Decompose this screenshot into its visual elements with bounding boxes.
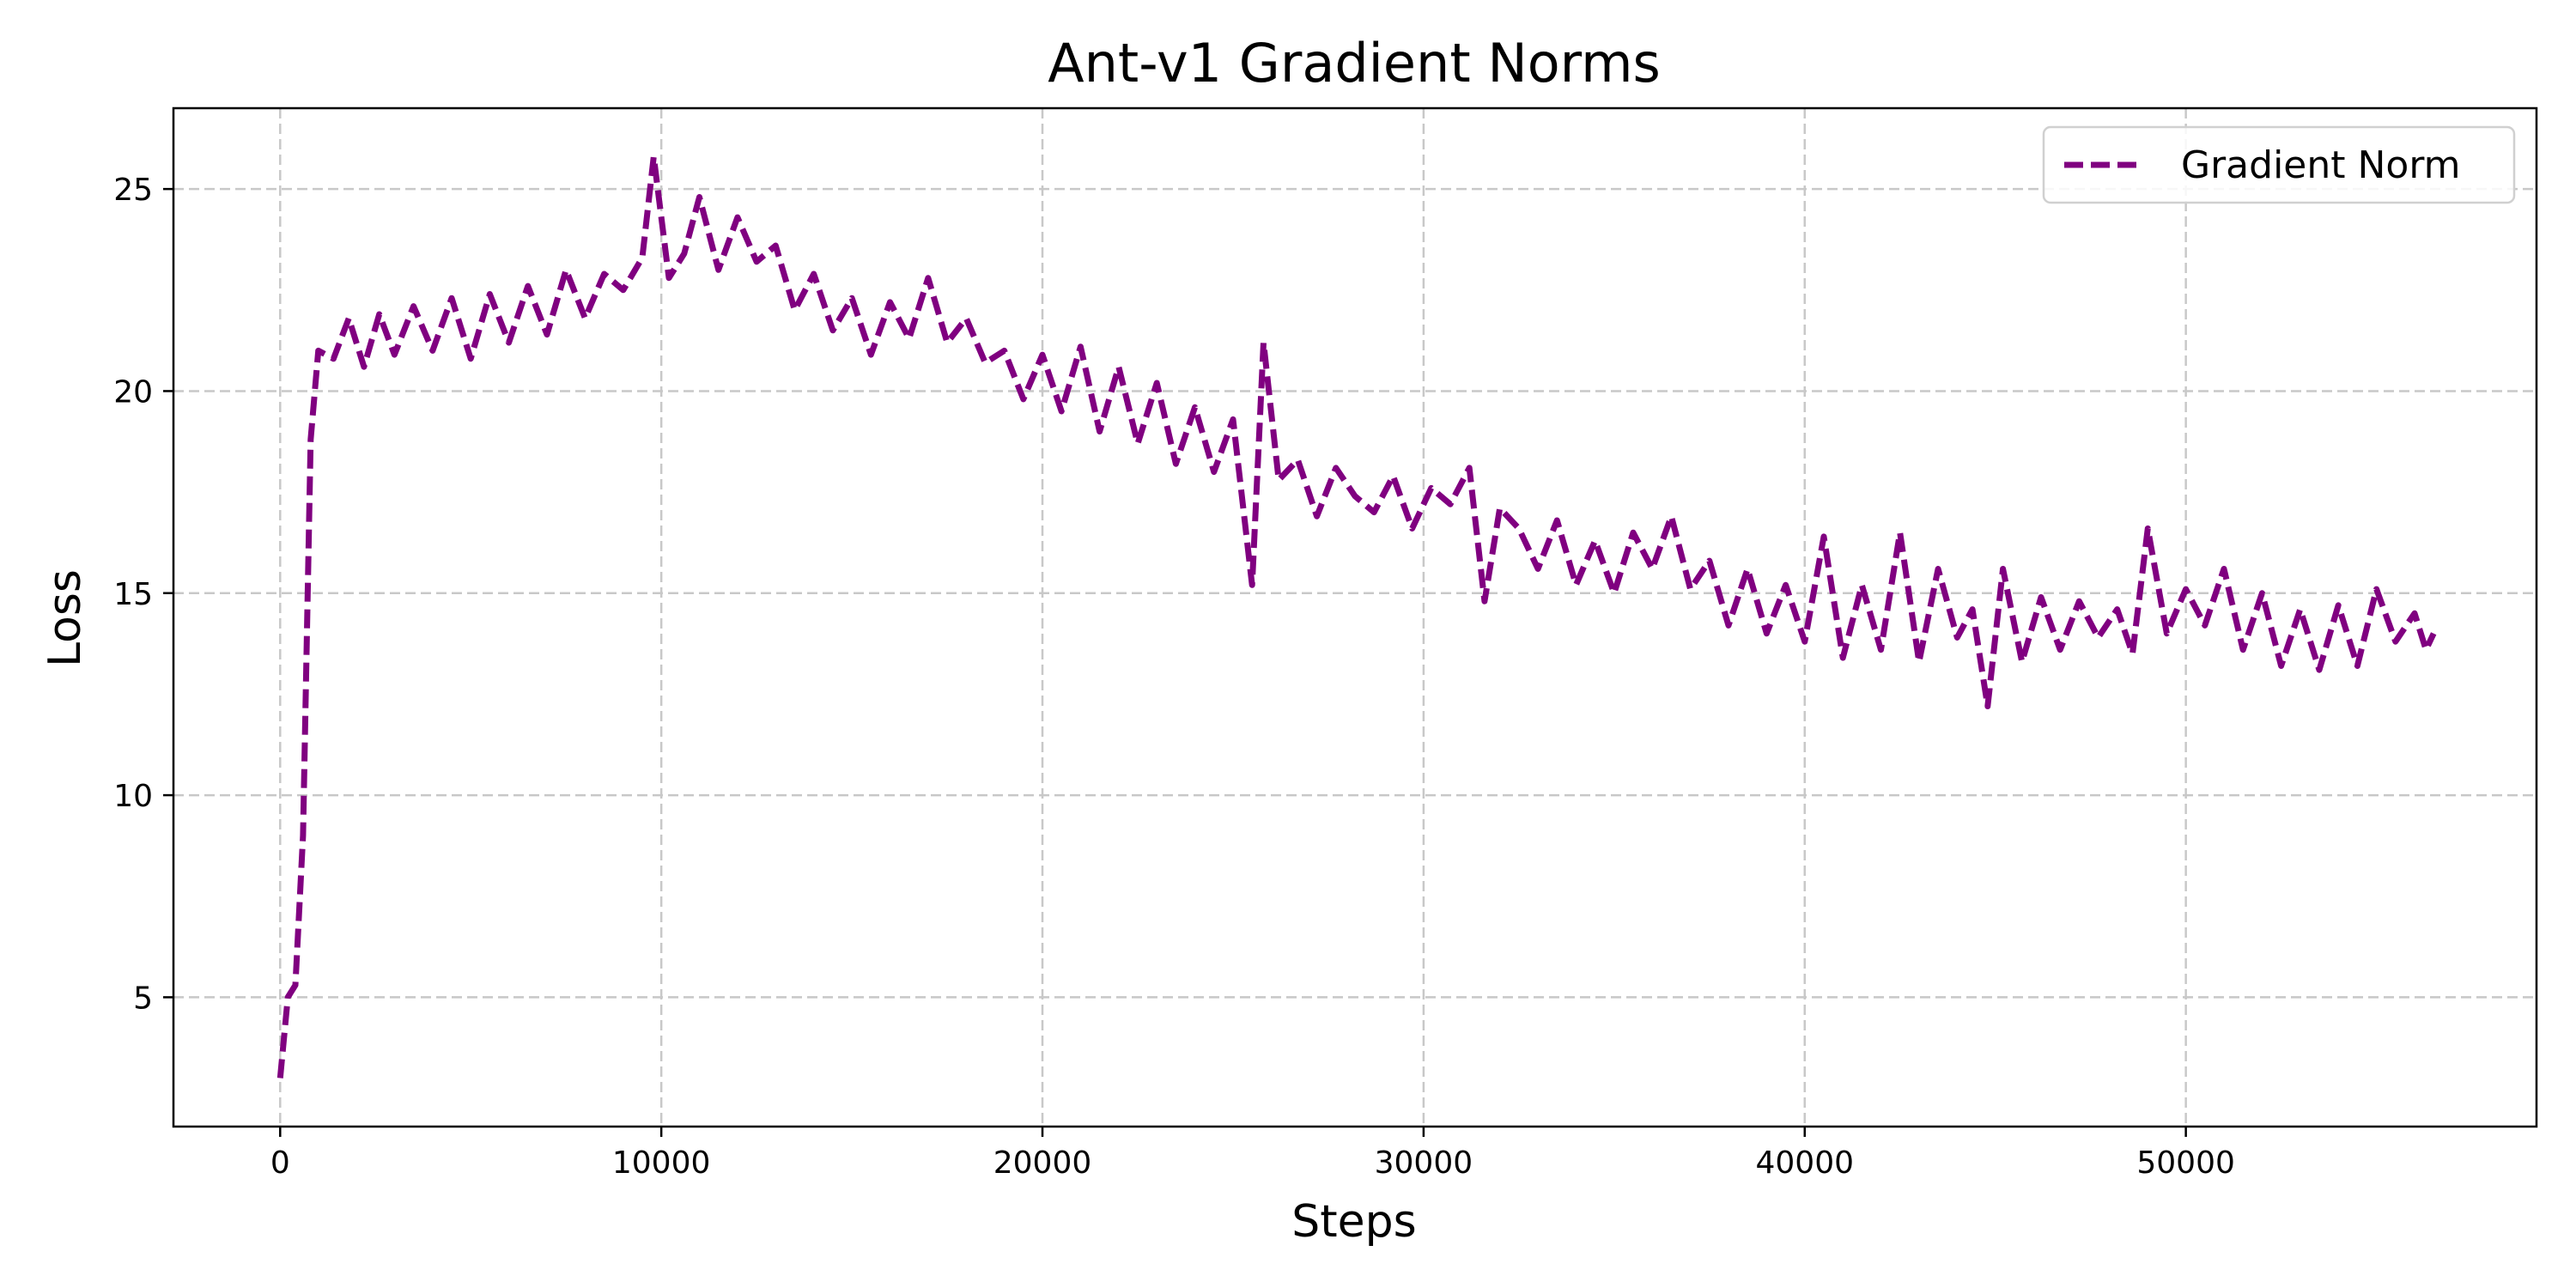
y-tick-label: 25: [113, 173, 153, 208]
legend: Gradient Norm: [2042, 125, 2516, 204]
y-axis-ticks: 5 10 15 20 25: [113, 173, 173, 1016]
series-line-gradient-norm: [276, 154, 2437, 1078]
y-axis-label: Loss: [39, 569, 91, 667]
plot-frame: [172, 106, 2538, 1128]
legend-box: [2042, 125, 2516, 204]
x-axis-ticks: 0 10000 20000 30000 40000 50000: [270, 1127, 2235, 1181]
x-axis-label: Steps: [1291, 1196, 1417, 1248]
x-tick-label: 30000: [1375, 1145, 1473, 1181]
chart-title: Ant-v1 Gradient Norms: [1048, 32, 1661, 94]
y-tick-label: 10: [113, 779, 153, 814]
x-tick-label: 20000: [993, 1145, 1092, 1181]
grid-vertical: [279, 108, 2187, 1127]
legend-label-gradient-norm: Gradient Norm: [2181, 143, 2461, 187]
x-tick-label: 50000: [2136, 1145, 2235, 1181]
y-tick-label: 15: [113, 577, 153, 612]
y-tick-label: 20: [113, 374, 153, 410]
grid-horizontal: [173, 187, 2537, 999]
y-tick-label: 5: [133, 981, 153, 1016]
x-tick-label: 0: [270, 1145, 290, 1181]
x-tick-label: 40000: [1756, 1145, 1855, 1181]
x-tick-label: 10000: [612, 1145, 711, 1181]
series-layer: [276, 154, 2437, 1078]
